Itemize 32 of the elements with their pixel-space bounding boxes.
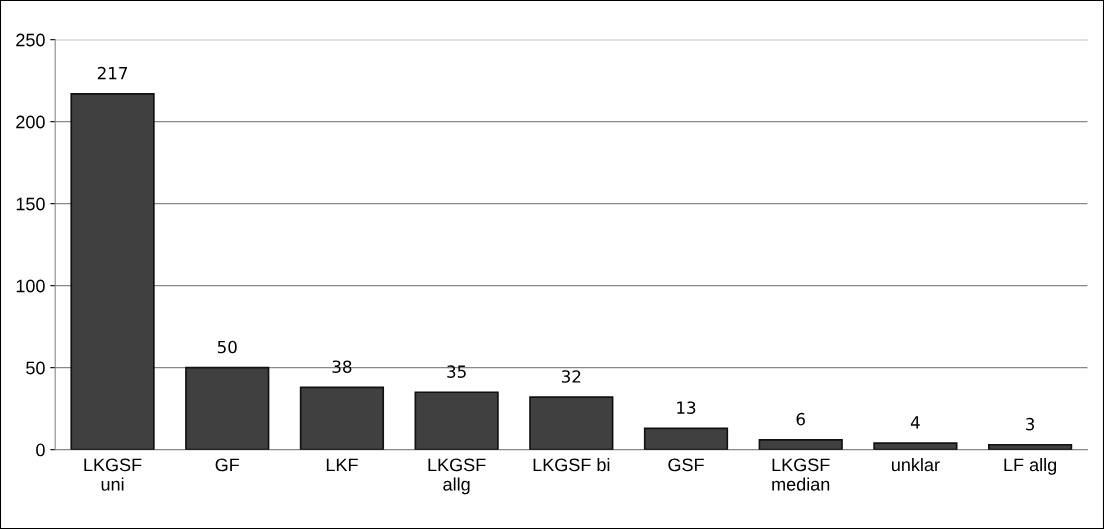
y-tick-label: 0 (36, 443, 45, 457)
bar (873, 442, 958, 450)
data-label: 13 (677, 401, 696, 414)
x-tick-label: LKGSF median (772, 458, 830, 491)
y-tick-label: 200 (16, 115, 45, 129)
y-tick-label: 250 (16, 33, 45, 47)
data-label: 32 (561, 370, 581, 383)
bar (185, 366, 270, 450)
bar (299, 386, 385, 450)
data-label: 6 (796, 412, 805, 426)
bar (758, 438, 843, 450)
x-tick-label: LKGSF allg (428, 458, 486, 495)
y-tick-label: 150 (16, 197, 45, 211)
bar (70, 92, 155, 450)
bar (643, 427, 729, 450)
x-tick-label: GSF (668, 458, 704, 472)
x-tick-label: unklar (891, 457, 940, 472)
data-label: 3 (1026, 417, 1035, 431)
data-label: 217 (97, 66, 128, 80)
data-label: 4 (910, 416, 920, 429)
y-tick-label: 100 (16, 279, 45, 293)
y-tick-label: 50 (26, 361, 45, 375)
data-label: 38 (332, 360, 352, 373)
x-tick-label: LF allg (1004, 457, 1057, 475)
bar (529, 396, 614, 450)
data-label: 35 (447, 365, 466, 378)
data-label: 50 (217, 340, 237, 354)
x-tick-label: GF (215, 458, 240, 472)
bar (414, 391, 499, 450)
x-tick-label: LKF (326, 458, 358, 472)
x-tick-label: LKGSF bi (533, 457, 610, 472)
x-tick-label: LKGSF uni (84, 458, 142, 491)
